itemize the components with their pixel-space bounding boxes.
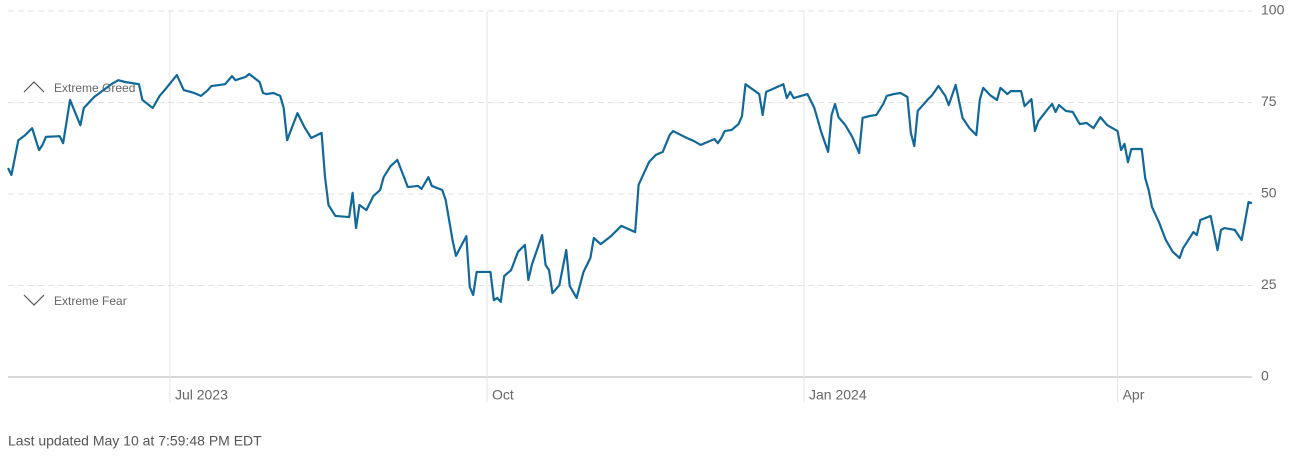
- footer: Last updated May 10 at 7:59:48 PM EDT: [8, 433, 262, 449]
- y-tick-label: 100: [1261, 2, 1285, 18]
- x-tick-label: Apr: [1123, 387, 1145, 403]
- y-tick-label: 0: [1261, 368, 1269, 384]
- y-tick-label: 25: [1261, 276, 1277, 292]
- data-line: [7, 72, 1253, 304]
- y-tick-label: 50: [1261, 185, 1277, 201]
- x-tick-label: Oct: [492, 387, 514, 403]
- annotation: Extreme Fear: [54, 294, 127, 308]
- y-tick-label: 75: [1261, 93, 1277, 109]
- x-tick-label: Jul 2023: [175, 387, 228, 403]
- x-tick-label: Jan 2024: [809, 387, 867, 403]
- fear-icon: [23, 294, 45, 306]
- annotation: Extreme Greed: [54, 81, 135, 95]
- greed-icon: [23, 81, 45, 93]
